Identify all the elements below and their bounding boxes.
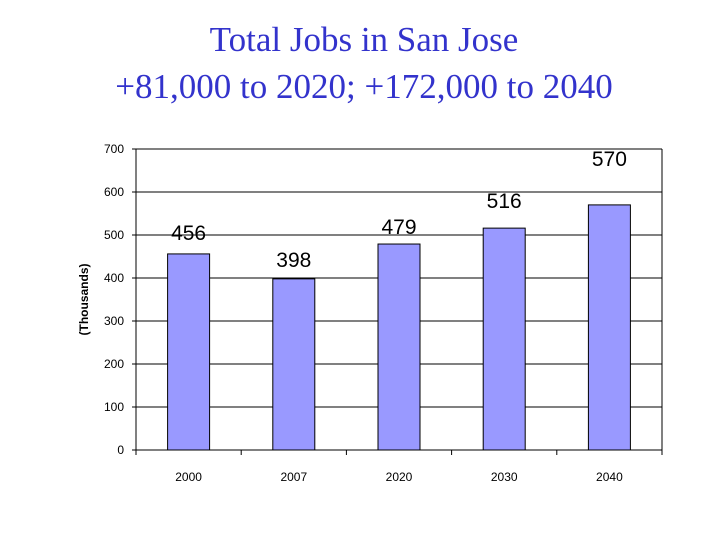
data-label: 456	[171, 222, 206, 245]
bar	[377, 243, 421, 451]
data-label: 398	[276, 249, 311, 272]
chart-subtitle: +81,000 to 2020; +172,000 to 2040	[115, 67, 613, 106]
y-tick-label: 500	[104, 228, 124, 242]
bars	[167, 204, 631, 451]
chart-title: Total Jobs in San Jose	[209, 20, 519, 59]
x-tick-label: 2030	[491, 470, 518, 484]
y-tick-label: 100	[104, 400, 124, 414]
data-label: 570	[592, 148, 627, 171]
data-label: 516	[487, 190, 522, 213]
x-tick-labels: 2000 2007 2020 2030 2040	[175, 470, 623, 484]
bar	[272, 278, 316, 451]
data-label: 479	[381, 216, 416, 239]
y-tick-label: 200	[104, 357, 124, 371]
y-tick-labels: 0 100 200 300 400 500 600 700	[104, 142, 124, 457]
x-tick-label: 2040	[596, 470, 623, 484]
y-tick-label: 300	[104, 314, 124, 328]
x-tick-label: 2020	[386, 470, 413, 484]
data-labels: 456 398 479 516 570	[171, 148, 627, 272]
bar	[482, 227, 526, 451]
x-tick-label: 2000	[175, 470, 202, 484]
y-tick-label: 400	[104, 271, 124, 285]
bar	[587, 204, 631, 451]
y-tick-label: 0	[117, 443, 124, 457]
y-tick-label: 600	[104, 185, 124, 199]
x-tick-label: 2007	[280, 470, 307, 484]
y-tick-label: 700	[104, 142, 124, 156]
y-axis-label: (Thousands)	[77, 264, 91, 336]
axes	[132, 148, 663, 455]
bar	[167, 253, 211, 451]
